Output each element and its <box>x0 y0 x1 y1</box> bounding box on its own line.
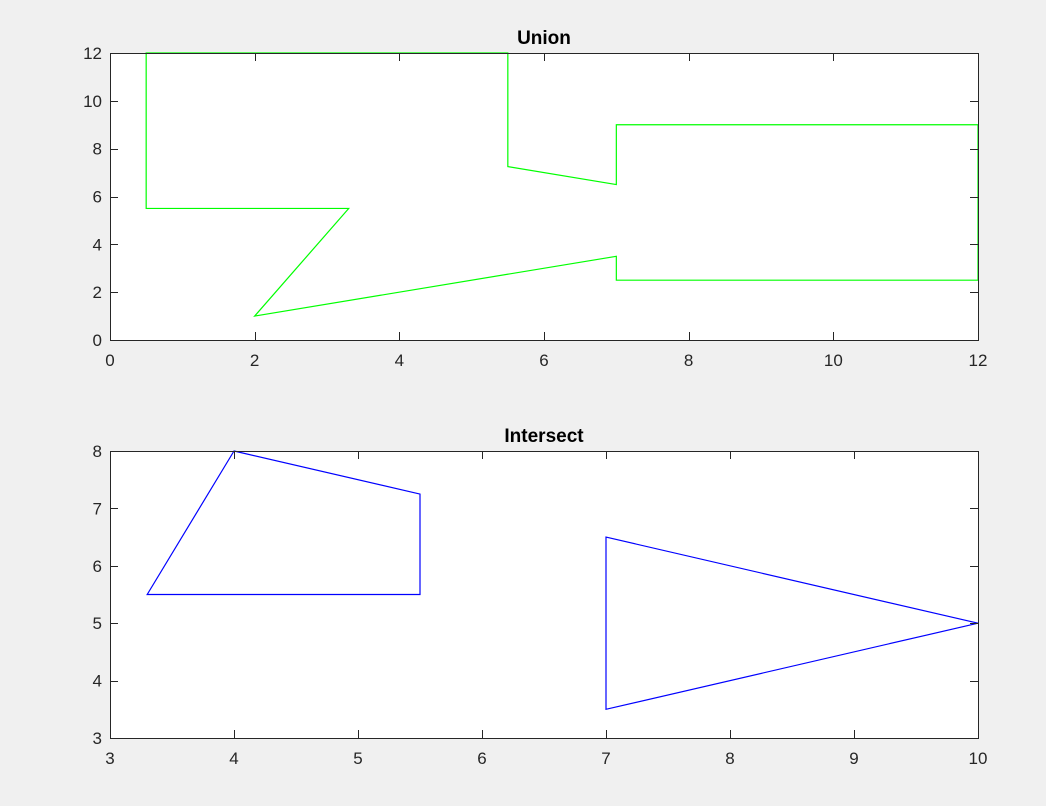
y-tick-label-union-6: 12 <box>83 44 102 63</box>
axes-intersect: Intersect 3 4 5 6 7 8 9 10 3 4 5 6 7 8 <box>93 426 988 768</box>
axes-union: Union 0 2 4 6 8 10 12 0 2 4 6 8 10 12 <box>83 28 987 370</box>
y-tick-label-union-0: 0 <box>93 331 102 350</box>
y-tick-label-intersect-3: 6 <box>93 557 102 576</box>
x-tick-label-intersect-6: 9 <box>849 749 858 768</box>
x-tick-label-union-4: 8 <box>684 351 693 370</box>
x-tick-label-union-3: 6 <box>539 351 548 370</box>
x-tick-label-intersect-3: 6 <box>477 749 486 768</box>
y-tick-label-intersect-5: 8 <box>93 442 102 461</box>
x-tick-label-union-6: 12 <box>969 351 988 370</box>
y-tick-label-union-1: 2 <box>93 283 102 302</box>
series-intersect-1 <box>605 536 979 711</box>
y-tick-label-union-5: 10 <box>83 92 102 111</box>
y-tick-label-intersect-2: 5 <box>93 614 102 633</box>
y-tick-label-union-3: 6 <box>93 188 102 207</box>
plot-area-union <box>110 53 978 340</box>
x-tick-label-union-5: 10 <box>824 351 843 370</box>
y-tick-label-union-2: 4 <box>93 235 102 254</box>
y-tick-label-intersect-1: 4 <box>93 672 102 691</box>
series-intersect-0 <box>146 450 421 596</box>
y-tick-label-intersect-4: 7 <box>93 499 102 518</box>
axes-frame-union <box>110 53 979 341</box>
x-tick-label-intersect-5: 8 <box>725 749 734 768</box>
axes-title-union: Union <box>517 28 571 49</box>
x-tick-label-intersect-4: 7 <box>601 749 610 768</box>
axes-frame-intersect <box>110 451 979 739</box>
x-tick-label-union-2: 4 <box>395 351 404 370</box>
y-tick-label-intersect-0: 3 <box>93 729 102 748</box>
y-tick-label-union-4: 8 <box>93 140 102 159</box>
x-tick-label-union-1: 2 <box>250 351 259 370</box>
axes-title-intersect: Intersect <box>504 426 584 447</box>
x-tick-label-intersect-2: 5 <box>353 749 362 768</box>
x-tick-label-intersect-7: 10 <box>969 749 988 768</box>
x-tick-label-intersect-0: 3 <box>105 749 114 768</box>
x-tick-label-intersect-1: 4 <box>229 749 238 768</box>
x-tick-label-union-0: 0 <box>105 351 114 370</box>
